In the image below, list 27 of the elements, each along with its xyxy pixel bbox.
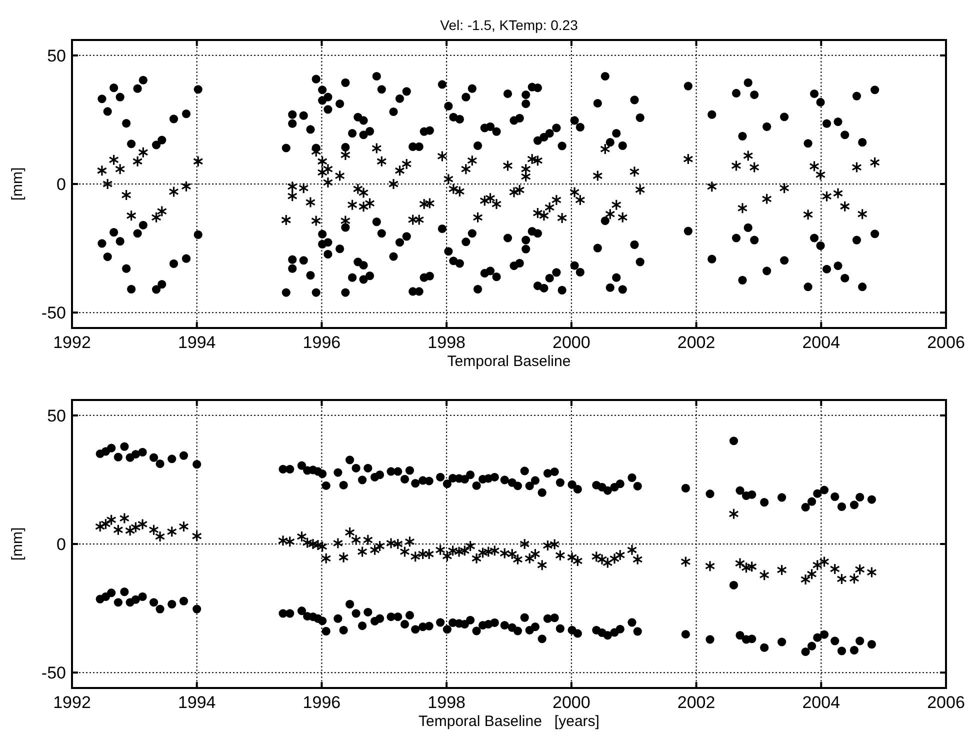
x-tick-label: 1992 <box>53 333 91 352</box>
y-axis-title: [mm] <box>9 527 26 561</box>
chart-title: Vel: -1.5, KTemp: 0.23 <box>440 17 578 33</box>
x-tick-label: 2006 <box>927 693 965 712</box>
y-tick-label: 50 <box>47 406 66 426</box>
x-tick-label: 2004 <box>802 693 840 712</box>
x-tick-label: 2004 <box>802 333 840 352</box>
x-tick-label: 1994 <box>178 693 216 712</box>
y-tick-label: 0 <box>56 175 66 194</box>
x-tick-label: 2002 <box>677 693 716 712</box>
y-axis-title: [mm] <box>9 167 26 201</box>
x-tick-label: 1996 <box>302 693 341 712</box>
y-tick-label: -50 <box>41 664 66 683</box>
x-tick-label: 2006 <box>927 333 965 352</box>
x-axis-title: Temporal Baseline <box>447 353 571 370</box>
x-tick-label: 1998 <box>428 693 466 712</box>
x-tick-label: 1996 <box>302 333 341 352</box>
x-tick-label: 1992 <box>53 693 91 712</box>
x-tick-label: 2002 <box>677 333 716 352</box>
x-axis-title: Temporal Baseline [years] <box>418 713 600 730</box>
y-tick-label: 0 <box>56 535 66 554</box>
x-tick-label: 2000 <box>552 693 590 712</box>
y-tick-label: 50 <box>47 46 66 66</box>
y-tick-label: -50 <box>41 304 66 323</box>
x-tick-label: 1994 <box>178 333 216 352</box>
x-tick-label: 2000 <box>552 333 590 352</box>
x-tick-label: 1998 <box>428 333 466 352</box>
